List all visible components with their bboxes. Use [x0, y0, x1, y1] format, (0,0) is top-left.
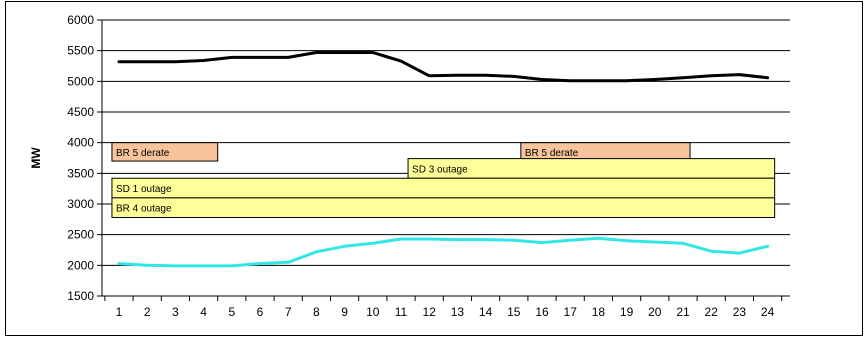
outage-band-label: BR 5 derate	[525, 148, 579, 159]
x-tick-label: 13	[451, 305, 465, 319]
y-tick-label: 5000	[67, 74, 94, 88]
y-tick-label: 4000	[67, 136, 94, 150]
y-tick-label: 2000	[67, 258, 94, 272]
y-tick-label: 3000	[67, 197, 94, 211]
x-tick-label: 1	[116, 305, 123, 319]
x-tick-label: 8	[313, 305, 320, 319]
outage-bands: BR 5 derate BR 5 derate SD 3 outage SD 1 ou…	[111, 142, 776, 218]
x-tick-label: 22	[705, 305, 719, 319]
y-tick-label: 1500	[67, 289, 94, 303]
axes	[97, 19, 790, 301]
series-lines	[117, 51, 770, 268]
y-tick-label: 4500	[67, 105, 94, 119]
x-tick-label: 14	[479, 305, 493, 319]
x-tick-label: 10	[366, 305, 380, 319]
chart-frame	[5, 1, 863, 336]
x-tick-label: 16	[535, 305, 549, 319]
outage-band	[111, 197, 776, 218]
x-tick-label: 24	[761, 305, 775, 319]
y-tick-label: 6000	[67, 13, 94, 27]
outage-band-label: SD 1 outage	[116, 184, 172, 195]
y-axis-label: MW	[29, 147, 43, 169]
x-tick-label: 23	[733, 305, 747, 319]
x-tick-label: 20	[648, 305, 662, 319]
outage-band	[111, 142, 219, 162]
x-tick-label: 5	[228, 305, 235, 319]
x-tick-label: 3	[172, 305, 179, 319]
x-tick-label: 6	[257, 305, 264, 319]
x-tick-label: 17	[564, 305, 578, 319]
x-tick-label: 19	[620, 305, 634, 319]
x-tick-label: 4	[200, 305, 207, 319]
x-tick-labels: 1 2 3 4 5 6 7 8 9 10 11 12 13 14 15 16 17 18 19 20 21 22 23 24	[116, 305, 775, 319]
x-tick-label: 21	[676, 305, 690, 319]
y-tick-label: 5500	[67, 44, 94, 58]
y-tick-label: 3500	[67, 166, 94, 180]
x-tick-label: 12	[423, 305, 437, 319]
y-tick-label: 2500	[67, 228, 94, 242]
outage-band-label: SD 3 outage	[412, 164, 468, 175]
outage-band-label: BR 5 derate	[116, 148, 170, 159]
x-tick-label: 7	[285, 305, 292, 319]
outage-band-label: BR 4 outage	[116, 204, 172, 215]
gridlines	[102, 19, 790, 297]
y-tick-labels: 1500 2000 2500 3000 3500 4000 4500 5000 5500 6000	[67, 13, 94, 303]
series-line	[117, 51, 770, 83]
outage-band	[111, 177, 776, 199]
x-tick-label: 9	[341, 305, 348, 319]
x-tick-label: 15	[507, 305, 521, 319]
x-tick-label: 2	[144, 305, 151, 319]
x-tick-label: 18	[592, 305, 606, 319]
series-line	[117, 236, 770, 268]
x-tick-label: 11	[395, 305, 408, 319]
